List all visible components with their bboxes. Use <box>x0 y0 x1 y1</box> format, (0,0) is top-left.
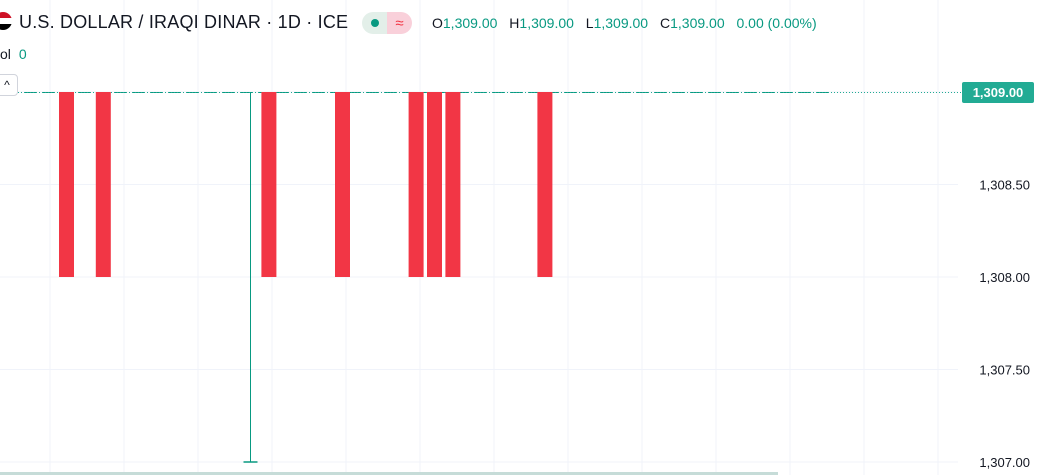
iraq-flag-icon <box>0 12 12 30</box>
low-value: 1,309.00 <box>593 15 649 31</box>
candle-body <box>261 92 277 277</box>
price-axis-tick-label: 1,308.00 <box>979 270 1030 285</box>
candle-body <box>445 92 461 277</box>
symbol-title[interactable]: U.S. DOLLAR / IRAQI DINAR · 1D · ICE <box>19 12 349 32</box>
collapse-legend-button[interactable]: ^ <box>0 74 18 96</box>
candle-body <box>408 92 424 277</box>
low-label: L <box>585 15 594 31</box>
chevron-up-icon: ^ <box>4 78 10 92</box>
candle-body <box>537 92 553 277</box>
close-label: C <box>659 15 671 31</box>
candle-body <box>335 92 350 277</box>
chart-legend: U.S. DOLLAR / IRAQI DINAR · 1D · ICE ≈ O… <box>0 0 1038 46</box>
price-axis-tick-label: 1,308.50 <box>979 178 1030 193</box>
wave-icon: ≈ <box>387 12 412 34</box>
open-value: 1,309.00 <box>442 15 498 31</box>
ohlc-values: O1,309.00 H1,309.00 L1,309.00 C1,309.00 … <box>432 15 825 31</box>
price-axis[interactable]: 1,307.00 1,307.50 1,308.00 1,308.50 <box>979 178 1030 471</box>
change-value: 0.00 (0.00%) <box>736 15 817 31</box>
close-value: 1,309.00 <box>670 15 725 31</box>
market-status[interactable]: ≈ <box>362 12 412 34</box>
open-label: O <box>432 15 443 31</box>
candle-body <box>427 92 442 277</box>
candle-body <box>95 92 111 277</box>
volume-value: 0 <box>18 46 27 62</box>
chart-grid <box>0 0 958 475</box>
price-axis-tick-label: 1,307.50 <box>979 363 1030 378</box>
price-axis-tick-label: 1,307.00 <box>979 455 1030 470</box>
high-label: H <box>509 15 520 31</box>
volume-label: ol <box>0 46 11 62</box>
high-value: 1,309.00 <box>519 15 574 31</box>
market-open-icon <box>362 12 387 34</box>
candles-layer <box>0 92 778 475</box>
candle-body <box>59 92 74 277</box>
volume-baseline <box>0 472 778 475</box>
last-price-label: 1,309.00 <box>962 82 1034 103</box>
volume-legend: ol 0 <box>0 46 27 62</box>
